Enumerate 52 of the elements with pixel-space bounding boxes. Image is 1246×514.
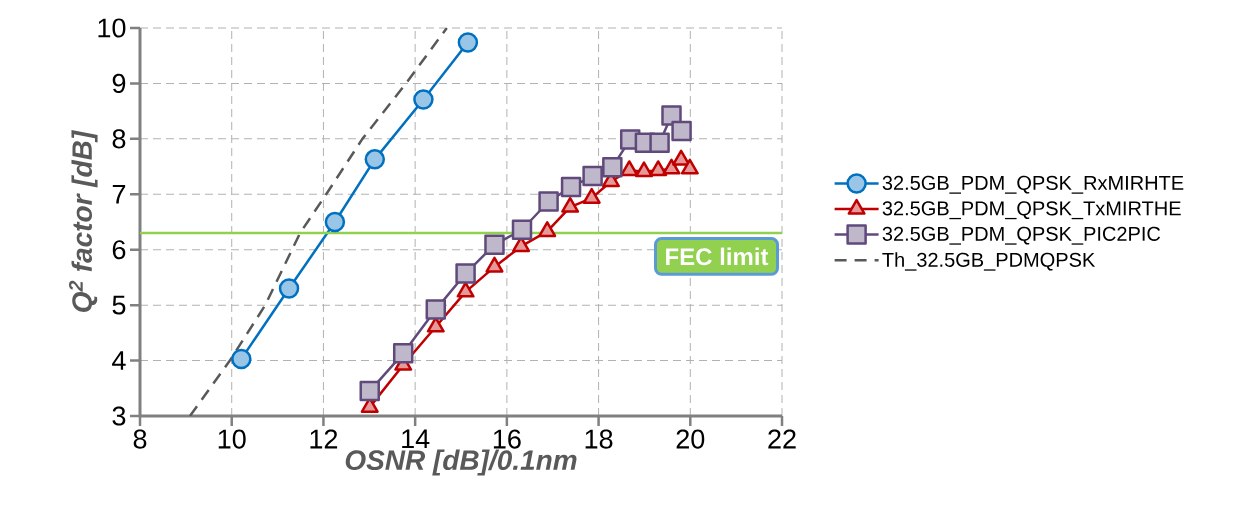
point xyxy=(484,234,505,255)
point xyxy=(457,32,479,53)
x-tick-label: 12 xyxy=(310,429,338,449)
point xyxy=(649,132,670,153)
point xyxy=(455,263,476,284)
point xyxy=(456,281,475,298)
line-series xyxy=(188,28,449,416)
point xyxy=(425,299,447,320)
point xyxy=(511,219,533,241)
point xyxy=(671,120,692,142)
point xyxy=(538,221,557,238)
y-tick-label: 6 xyxy=(112,240,126,260)
point xyxy=(359,380,380,402)
point xyxy=(662,158,681,175)
y-tick-label: 4 xyxy=(112,351,126,370)
point xyxy=(278,278,300,299)
y-tick-label: 9 xyxy=(112,73,126,93)
point xyxy=(538,191,559,212)
y-tick-label: 8 xyxy=(112,129,126,149)
point xyxy=(413,89,434,110)
legend-label: 32.5GB_PDM_QPSK_TxMIRTHE xyxy=(882,201,1181,220)
point xyxy=(561,196,580,213)
legend-label: 32.5GB_PDM_QPSK_PIC2PIC xyxy=(882,226,1161,245)
point xyxy=(582,187,601,204)
point xyxy=(649,160,668,177)
point xyxy=(485,256,504,273)
legend-label: Th_32.5GB_PDMQPSK xyxy=(882,252,1096,271)
y-axis-title: Q$^{2}$ factor [dB] xyxy=(69,130,98,312)
point xyxy=(560,176,582,198)
x-tick-label: 18 xyxy=(585,429,613,449)
y-tick-label: 3 xyxy=(112,406,126,426)
point xyxy=(324,211,346,233)
x-axis-title: OSNR [dB]/0.1nm xyxy=(345,449,577,476)
point xyxy=(602,156,623,178)
point xyxy=(620,160,639,177)
x-tick-label: 10 xyxy=(218,429,246,449)
y-tick-label: 5 xyxy=(112,295,126,315)
ref-line-label: FEC limit xyxy=(666,247,769,266)
point xyxy=(680,158,699,175)
point xyxy=(392,343,414,364)
point xyxy=(231,348,252,370)
y-tick-label: 7 xyxy=(112,184,126,204)
x-tick-label: 22 xyxy=(768,429,796,449)
point xyxy=(634,161,654,178)
y-tick-label: 10 xyxy=(98,18,126,38)
legend-label: 32.5GB_PDM_QPSK_RxMIRHTE xyxy=(882,175,1184,194)
x-tick-label: 20 xyxy=(676,429,705,449)
x-tick-label: 16 xyxy=(493,429,521,449)
point xyxy=(582,165,603,187)
point xyxy=(364,149,386,170)
x-tick-label: 8 xyxy=(133,429,147,449)
x-tick-label: 14 xyxy=(402,429,430,449)
